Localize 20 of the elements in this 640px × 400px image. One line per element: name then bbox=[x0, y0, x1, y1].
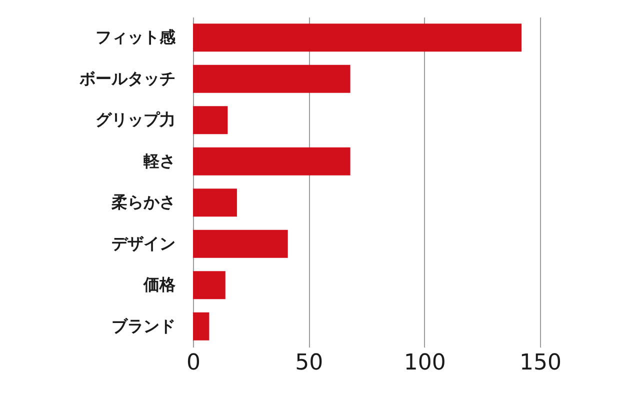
x-tick-label: 150 bbox=[520, 350, 562, 376]
x-tick-label: 50 bbox=[295, 350, 324, 376]
x-tick-label: 100 bbox=[404, 350, 446, 376]
bar bbox=[193, 24, 522, 52]
bar bbox=[193, 188, 237, 217]
y-tick-label: デザイン bbox=[112, 234, 176, 253]
y-tick-label: ブランド bbox=[112, 316, 176, 336]
bar bbox=[193, 147, 350, 176]
bar bbox=[193, 312, 210, 340]
bar bbox=[193, 64, 350, 93]
bar bbox=[193, 230, 288, 258]
bar bbox=[193, 271, 226, 300]
y-tick-label: グリップ力 bbox=[96, 110, 176, 130]
y-tick-label: 柔らかさ bbox=[110, 192, 176, 212]
y-tick-label: フィット感 bbox=[96, 28, 176, 47]
y-tick-label: 軽さ bbox=[142, 151, 176, 170]
x-tick-label: 0 bbox=[186, 350, 200, 376]
y-tick-label: 価格 bbox=[142, 275, 176, 294]
y-tick-label: ボールタッチ bbox=[78, 68, 176, 88]
bar bbox=[193, 106, 228, 134]
